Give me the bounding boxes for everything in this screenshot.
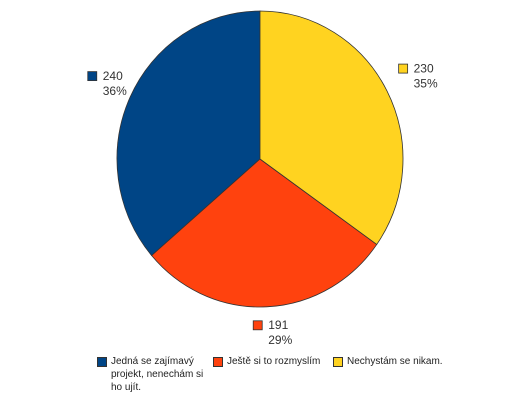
- percent-label: 29%: [268, 333, 292, 347]
- value-label: 240: [103, 69, 123, 83]
- pie-slice: [151, 158, 378, 308]
- legend-item: Nechystám se nikam.: [333, 355, 443, 368]
- value-label: 230: [414, 61, 434, 75]
- value-label: 191: [268, 318, 288, 332]
- label-swatch: [87, 71, 98, 82]
- legend-label: Jedná se zajímavý projekt, nenechám si h…: [111, 356, 204, 393]
- pie-slice: [259, 10, 404, 246]
- pie-slice: [116, 10, 261, 257]
- label-swatch: [398, 63, 409, 74]
- legend-swatch: [333, 357, 343, 367]
- legend-label: Nechystám se nikam.: [347, 356, 443, 367]
- percent-label: 35%: [414, 76, 438, 90]
- percent-label: 36%: [103, 84, 127, 98]
- legend-item: Ještě si to rozmyslím: [213, 355, 328, 368]
- legend-swatch: [213, 357, 223, 367]
- legend-swatch: [97, 357, 107, 367]
- legend-label: Ještě si to rozmyslím: [227, 356, 321, 367]
- legend-item: Jedná se zajímavý projekt, nenechám si h…: [97, 355, 207, 394]
- label-swatch: [252, 320, 263, 331]
